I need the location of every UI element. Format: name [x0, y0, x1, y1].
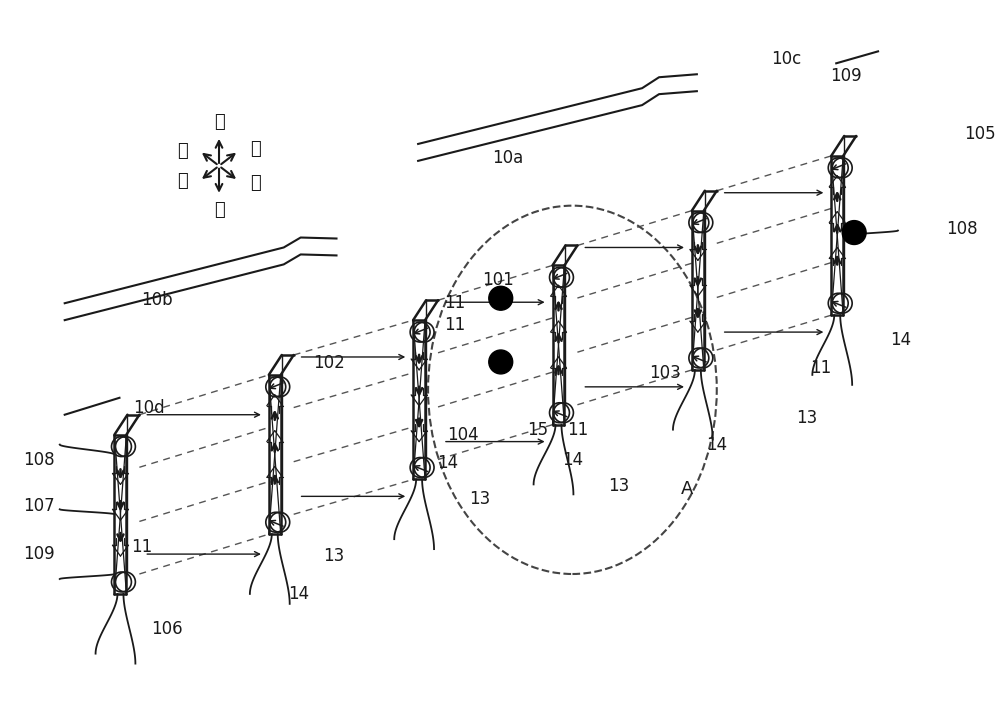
Circle shape: [489, 350, 513, 374]
Text: 108: 108: [946, 220, 977, 237]
Text: 14: 14: [288, 585, 309, 603]
Circle shape: [489, 287, 513, 310]
Text: 13: 13: [609, 477, 630, 496]
Text: 13: 13: [469, 491, 490, 508]
Text: 11: 11: [567, 421, 589, 438]
Text: 109: 109: [830, 67, 862, 85]
Text: 106: 106: [151, 620, 183, 638]
Text: 107: 107: [23, 497, 55, 515]
Circle shape: [842, 220, 866, 244]
Text: 103: 103: [649, 364, 681, 382]
Text: 14: 14: [562, 450, 583, 469]
Text: 102: 102: [313, 354, 344, 372]
Text: 15: 15: [527, 421, 548, 438]
Text: 13: 13: [796, 409, 817, 426]
Text: 13: 13: [323, 547, 344, 565]
Text: 11: 11: [810, 359, 831, 377]
Text: 上: 上: [214, 113, 224, 131]
Text: 11: 11: [444, 294, 465, 312]
Text: 11: 11: [131, 538, 152, 556]
Text: 14: 14: [890, 331, 912, 349]
Text: 后: 后: [177, 172, 188, 190]
Text: 104: 104: [447, 426, 479, 443]
Text: 14: 14: [706, 436, 727, 453]
Text: 10c: 10c: [771, 50, 802, 68]
Text: 108: 108: [23, 450, 55, 469]
Text: 前: 前: [250, 140, 261, 158]
Text: 10a: 10a: [492, 149, 523, 167]
Text: 下: 下: [214, 201, 224, 219]
Text: 10d: 10d: [134, 399, 165, 417]
Text: 右: 右: [250, 174, 261, 192]
Text: 101: 101: [482, 271, 514, 289]
Text: 11: 11: [444, 316, 465, 334]
Text: 左: 左: [177, 142, 188, 160]
Text: 105: 105: [964, 125, 995, 143]
Text: 109: 109: [23, 545, 55, 563]
Text: 14: 14: [437, 453, 459, 472]
Text: 10b: 10b: [141, 292, 173, 309]
Text: A: A: [681, 480, 693, 498]
